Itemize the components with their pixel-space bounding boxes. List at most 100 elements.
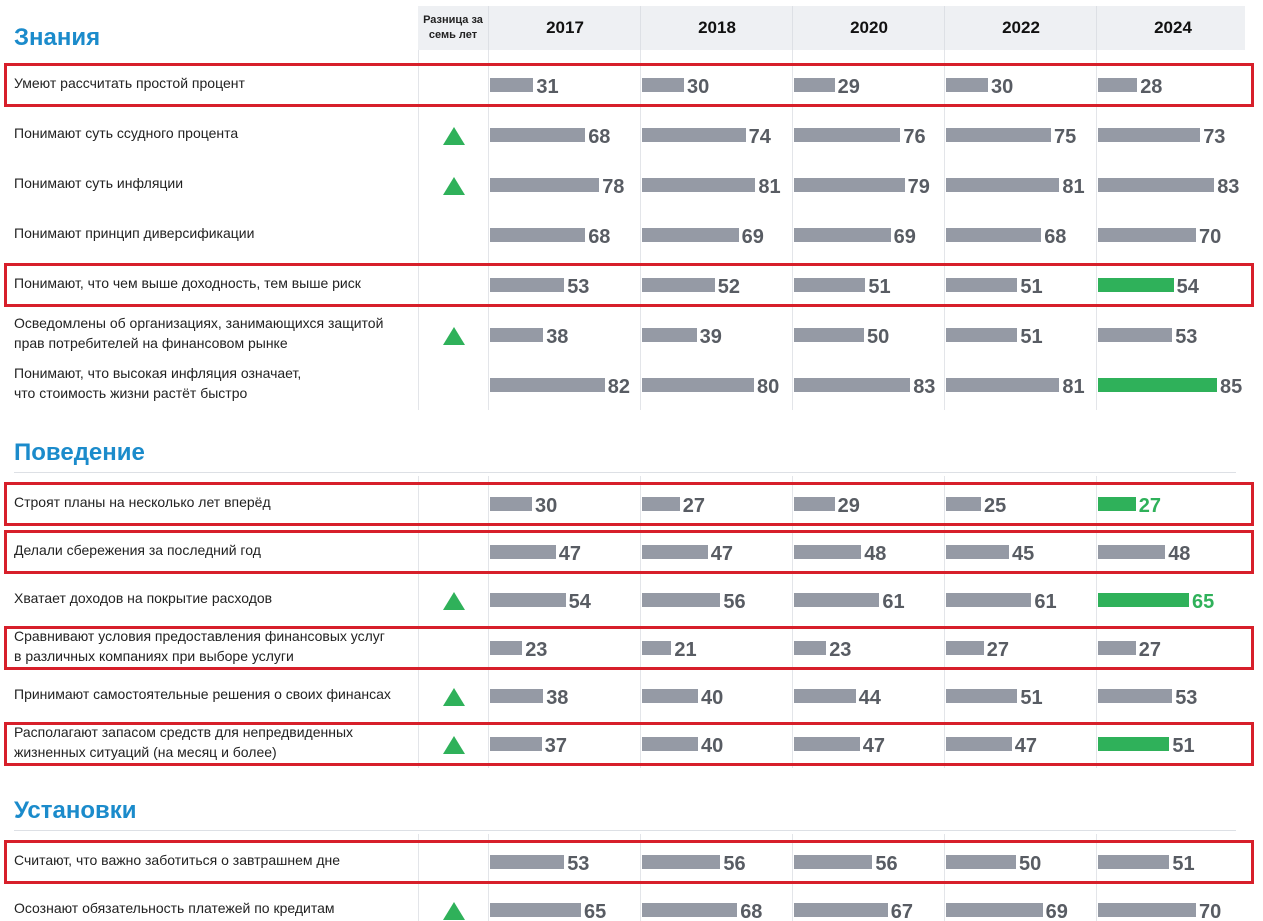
bar-value: 73 <box>1203 126 1226 148</box>
bar <box>490 497 532 511</box>
row-label: Умеют рассчитать простой процент <box>14 75 245 91</box>
bar <box>1098 545 1166 559</box>
bar <box>946 278 1018 292</box>
bar <box>794 855 873 869</box>
bar-value: 68 <box>588 226 611 248</box>
bar <box>794 128 901 142</box>
col-sep <box>1096 50 1097 410</box>
bar-value: 30 <box>535 495 558 517</box>
bar-value: 68 <box>740 901 763 921</box>
bar-value: 70 <box>1199 901 1222 921</box>
bar-value: 50 <box>867 326 890 348</box>
bar-value: 40 <box>701 735 724 757</box>
bar <box>1098 593 1189 607</box>
bar-value: 23 <box>829 639 852 661</box>
bar-value: 47 <box>710 543 734 565</box>
bar-value: 74 <box>748 126 771 148</box>
bar <box>946 378 1060 392</box>
col-sep <box>944 50 945 410</box>
bar <box>1098 689 1173 703</box>
highlight-box <box>4 722 1254 766</box>
bar-value: 75 <box>1054 126 1077 148</box>
bar-value: 47 <box>862 735 886 757</box>
bar-value: 68 <box>588 126 611 148</box>
row-label: Понимают принцип диверсификации <box>14 225 255 241</box>
bar <box>490 689 544 703</box>
bar <box>642 689 698 703</box>
bar <box>946 78 988 92</box>
section-title: Установки <box>14 797 137 824</box>
bar-value: 23 <box>525 639 548 661</box>
bar <box>490 641 523 655</box>
bar <box>794 641 827 655</box>
col-sep <box>640 50 641 410</box>
section-title: Знания <box>14 24 101 51</box>
bar-value: 78 <box>602 176 625 198</box>
row-label: Понимают, что чем выше доходность, тем в… <box>14 275 361 291</box>
bar <box>642 378 754 392</box>
bar-value: 65 <box>584 901 607 921</box>
bar-value: 29 <box>837 495 860 517</box>
bar <box>490 178 600 192</box>
col-sep <box>1096 6 1097 50</box>
bar-value: 85 <box>1220 376 1243 398</box>
trend-up <box>443 736 465 754</box>
bar <box>490 378 605 392</box>
bar <box>490 328 544 342</box>
bar-value: 81 <box>1062 376 1085 398</box>
bar-value: 44 <box>858 687 881 709</box>
bar <box>642 228 739 242</box>
trend-up <box>443 902 465 920</box>
bar-value: 54 <box>1176 276 1199 298</box>
bar <box>794 593 880 607</box>
bar <box>946 328 1018 342</box>
bar <box>642 641 672 655</box>
col-sep <box>418 50 419 410</box>
row-label: Сравнивают условия предоставления финанс… <box>14 628 385 644</box>
row-label: что стоимость жизни растёт быстро <box>14 385 248 401</box>
bar <box>794 228 891 242</box>
bar <box>1098 328 1173 342</box>
bar <box>794 737 860 751</box>
col-sep <box>792 6 793 50</box>
col-sep <box>792 50 793 410</box>
header-bg <box>418 6 1245 50</box>
bar <box>946 855 1016 869</box>
bar <box>794 328 864 342</box>
bar-value: 69 <box>741 226 764 248</box>
bar <box>642 855 721 869</box>
row-label: Делали сбережения за последний год <box>14 542 261 558</box>
bar <box>642 593 721 607</box>
bar-value: 48 <box>1168 543 1191 565</box>
bar-value: 83 <box>913 376 936 398</box>
highlight-box <box>4 840 1254 884</box>
bar <box>1098 378 1217 392</box>
col-sep <box>640 476 641 768</box>
bar <box>794 178 905 192</box>
bar <box>946 545 1009 559</box>
highlight-box <box>4 482 1254 526</box>
bar <box>642 903 738 917</box>
bar-value: 69 <box>1045 901 1068 921</box>
bar-value: 38 <box>546 687 569 709</box>
row-label: жизненных ситуаций (на месяц и более) <box>14 744 277 760</box>
bar-value: 38 <box>546 326 569 348</box>
bar-value: 39 <box>699 326 722 348</box>
bar <box>490 78 534 92</box>
highlight-box <box>4 263 1254 307</box>
bar <box>1098 855 1170 869</box>
trend-up <box>443 327 465 345</box>
year-header: 2018 <box>698 18 736 37</box>
section-rule <box>14 472 1236 473</box>
bar-value: 31 <box>536 76 559 98</box>
row-label: Осведомлены об организациях, занимающихс… <box>14 315 384 331</box>
col-sep <box>488 834 489 921</box>
bar <box>946 128 1051 142</box>
bar-value: 53 <box>1175 687 1198 709</box>
bar <box>794 545 862 559</box>
bar <box>642 278 715 292</box>
row-label: Принимают самостоятельные решения о свои… <box>14 686 391 702</box>
year-header: 2022 <box>1002 18 1040 37</box>
col-sep <box>944 6 945 50</box>
bar-value: 51 <box>1020 326 1043 348</box>
